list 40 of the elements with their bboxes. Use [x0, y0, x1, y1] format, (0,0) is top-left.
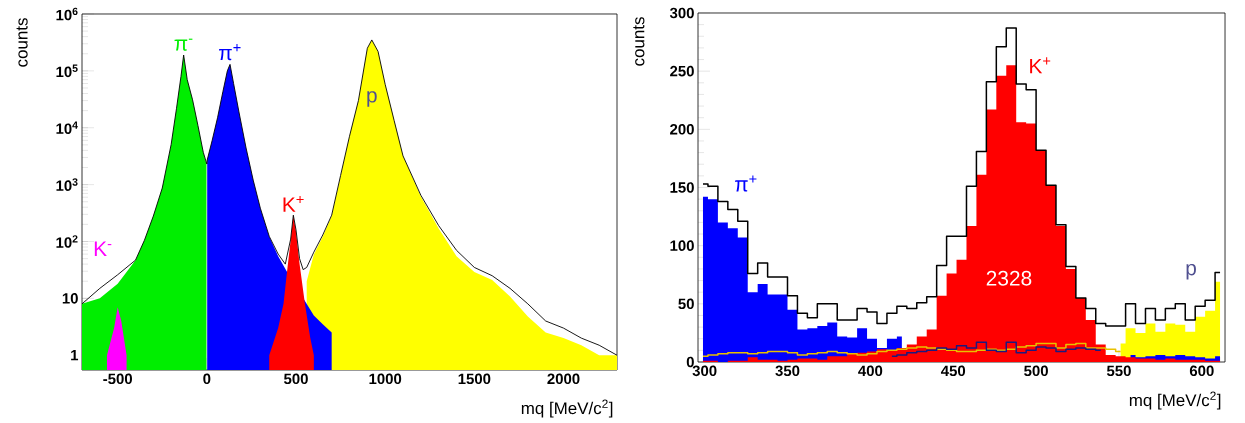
y-tick-label: 10$^{2}$ — [56, 235, 78, 248]
y-axis-title: counts — [16, 18, 28, 67]
series-label: K$^{+}$ — [283, 195, 304, 212]
series-label: K$^{+}$ — [1030, 57, 1051, 74]
y-tick-label: 10$^{4}$ — [56, 121, 78, 135]
text: K$^{-}$ — [94, 241, 112, 256]
x-tick-label: 500 — [1024, 365, 1048, 377]
y-tick-label: 0 — [686, 356, 694, 368]
series-label: p — [367, 91, 377, 107]
annotation: 2328 — [986, 270, 1032, 286]
x-tick-label: 0 — [203, 373, 211, 385]
x-axis-title: mq [MeV/c$^{2}$] — [1129, 391, 1221, 410]
y-tick-label: 150 — [670, 182, 694, 193]
y-tick-label: 10$^{3}$ — [56, 178, 78, 191]
series-label: p — [1186, 263, 1196, 280]
y-tick-label: 1 — [71, 350, 79, 361]
y-tick-label: 200 — [670, 124, 694, 135]
y-tick-label: 250 — [670, 65, 694, 77]
x-tick-label: 450 — [940, 365, 966, 377]
y-tick-label: 300 — [669, 7, 694, 19]
x-tick-label: -500 — [103, 373, 132, 385]
x-tick-label: 400 — [858, 365, 883, 377]
y-tick-label: 10 — [62, 293, 78, 304]
series-label: π$^{-}$ — [174, 38, 193, 51]
y-axis-title: counts — [633, 17, 645, 66]
x-tick-label: 350 — [775, 365, 800, 377]
x-axis-title: mq [MeV/c$^{2}$] — [521, 399, 613, 418]
series-label: π$^{+}$ — [219, 44, 241, 61]
y-tick-label: 10$^{5}$ — [56, 64, 78, 78]
x-tick-label: 600 — [1189, 365, 1214, 377]
x-tick-label: 2000 — [547, 373, 580, 385]
series-label: π$^{+}$ — [734, 175, 757, 192]
x-tick-label: 500 — [283, 373, 308, 385]
x-tick-label: 550 — [1106, 365, 1131, 377]
x-tick-label: 1500 — [458, 373, 491, 385]
y-tick-label: 50 — [678, 298, 694, 310]
x-tick-label: 1000 — [369, 373, 402, 385]
y-tick-label: 100 — [670, 240, 694, 251]
x-tick-label: 300 — [692, 365, 717, 377]
y-tick-label: 10$^{6}$ — [56, 7, 78, 21]
